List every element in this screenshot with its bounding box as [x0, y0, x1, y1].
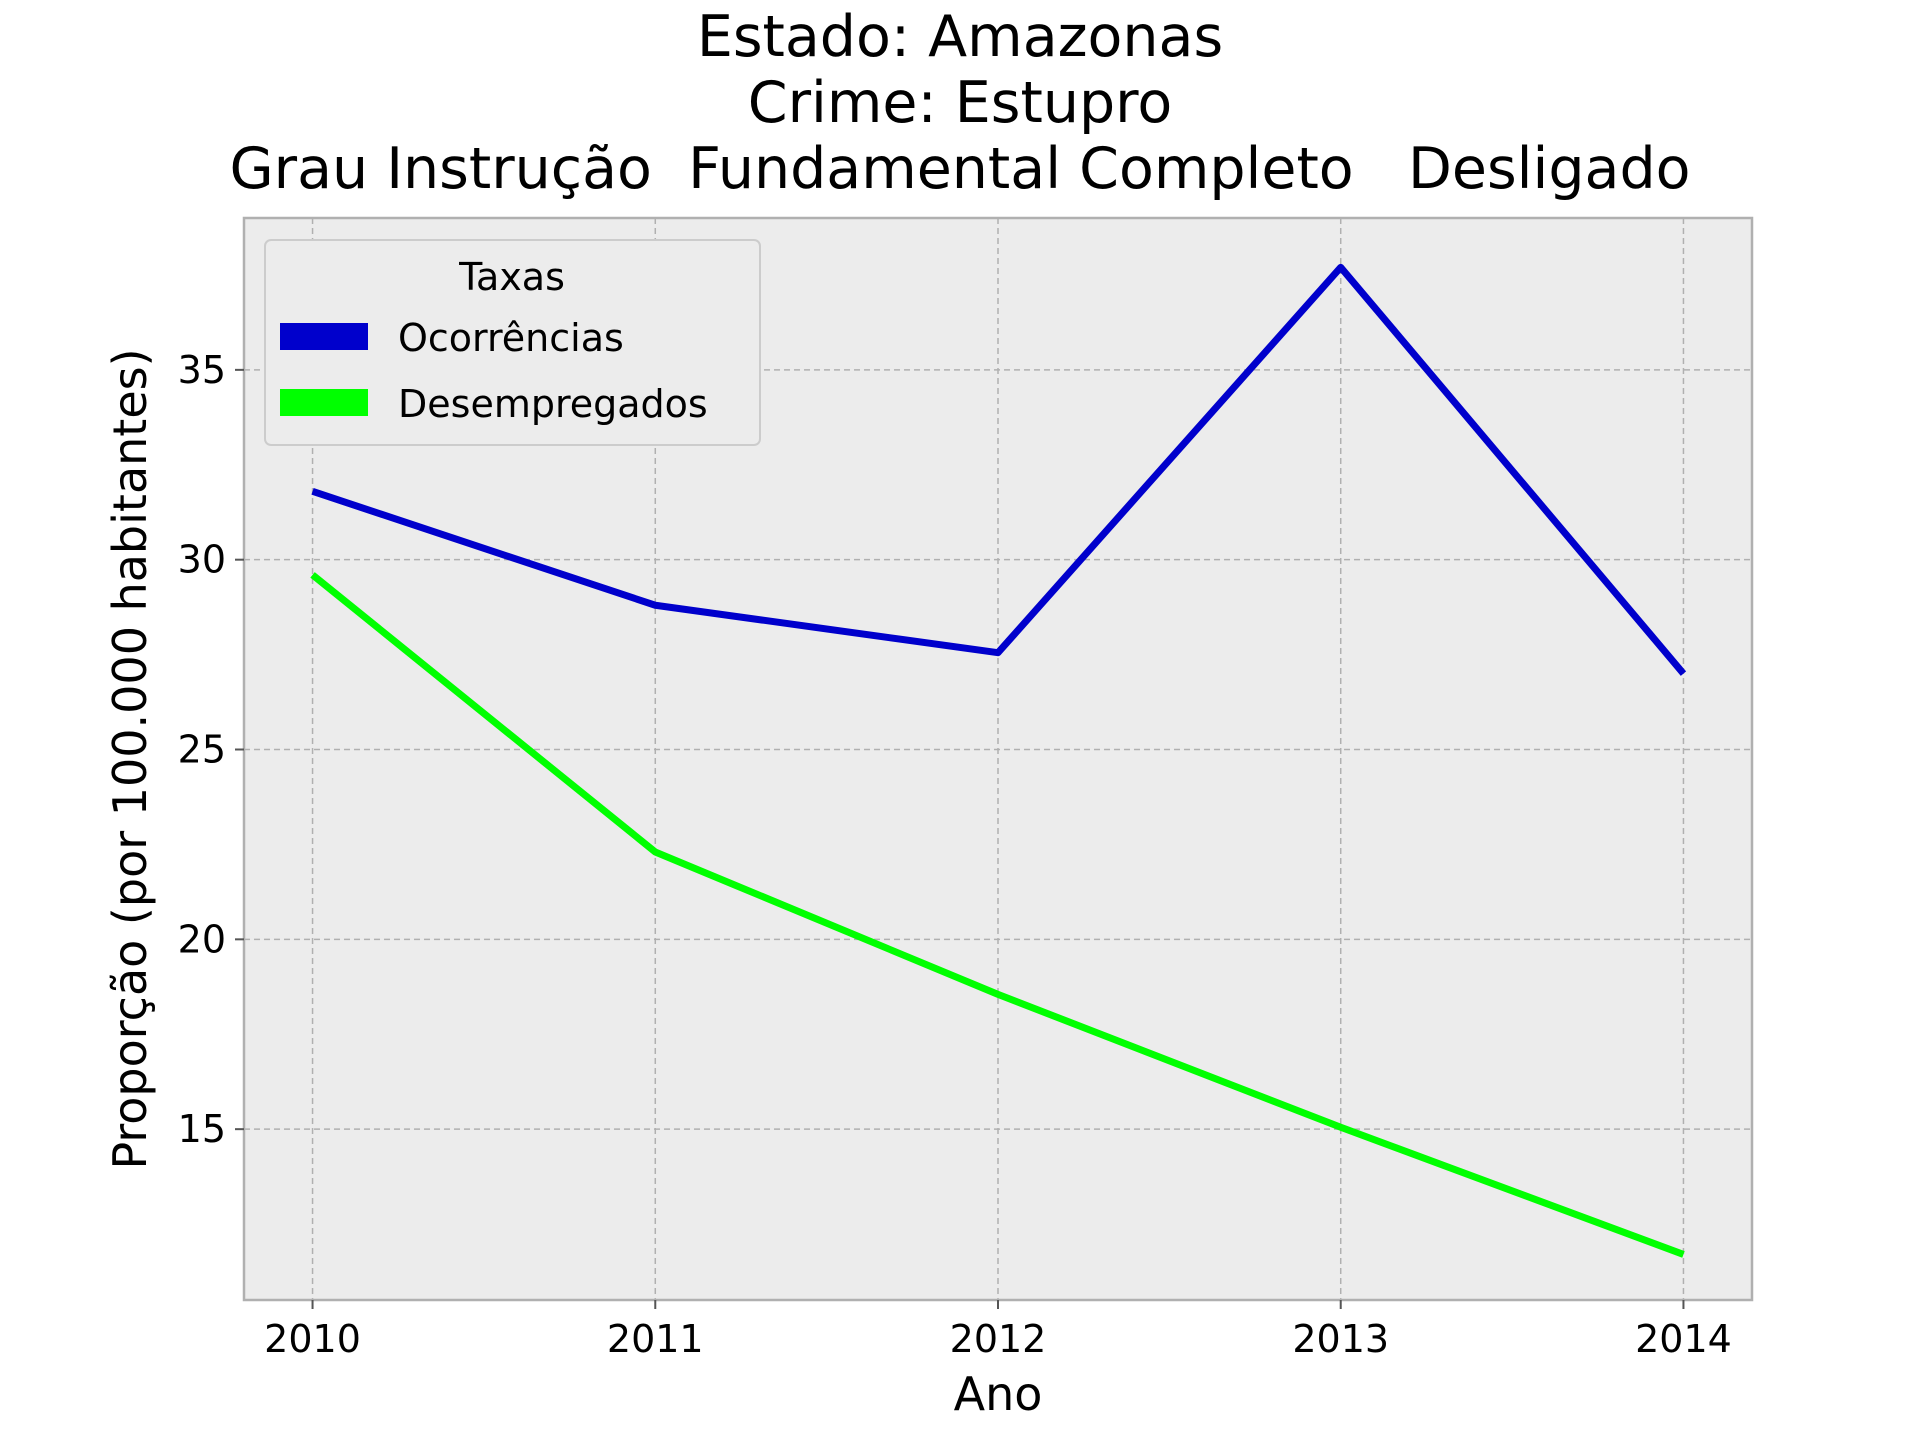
series-line-desempregados	[310, 572, 1685, 1258]
legend-swatch-ocorrencias	[280, 323, 368, 350]
y-tick-label: 25	[178, 728, 226, 772]
x-tick-label: 2010	[264, 1317, 361, 1361]
legend-title: Taxas	[458, 255, 565, 299]
series-lines	[310, 263, 1687, 1258]
legend-label-ocorrencias: Ocorrências	[398, 316, 624, 360]
x-tick-label: 2014	[1635, 1317, 1732, 1361]
x-tick-label: 2013	[1292, 1317, 1389, 1361]
chart-title-line-1: Estado: Amazonas	[696, 4, 1224, 70]
legend-box	[264, 239, 761, 446]
y-tick-label: 30	[178, 538, 226, 582]
axis-ticks: 2010 2011 2012 2013 2014 15 20 25 30 35	[178, 348, 1732, 1361]
x-tick-label: 2012	[950, 1317, 1047, 1361]
y-tick-label: 20	[178, 917, 226, 961]
legend: Taxas Ocorrências Desempregados	[264, 239, 761, 446]
series-line-ocorrencias	[311, 263, 1687, 676]
y-axis-label: Proporção (por 100.000 habitantes)	[103, 348, 157, 1169]
legend-label-desempregados: Desempregados	[398, 382, 708, 426]
y-tick-label: 35	[178, 348, 226, 392]
x-tick-label: 2011	[607, 1317, 704, 1361]
chart-title-line-2: Crime: Estupro	[747, 70, 1173, 136]
x-axis-label: Ano	[954, 1367, 1043, 1421]
y-tick-label: 15	[178, 1107, 226, 1151]
chart-title-line-3: Grau Instrução Fundamental Completo Desl…	[229, 136, 1691, 202]
legend-swatch-desempregados	[280, 389, 368, 416]
